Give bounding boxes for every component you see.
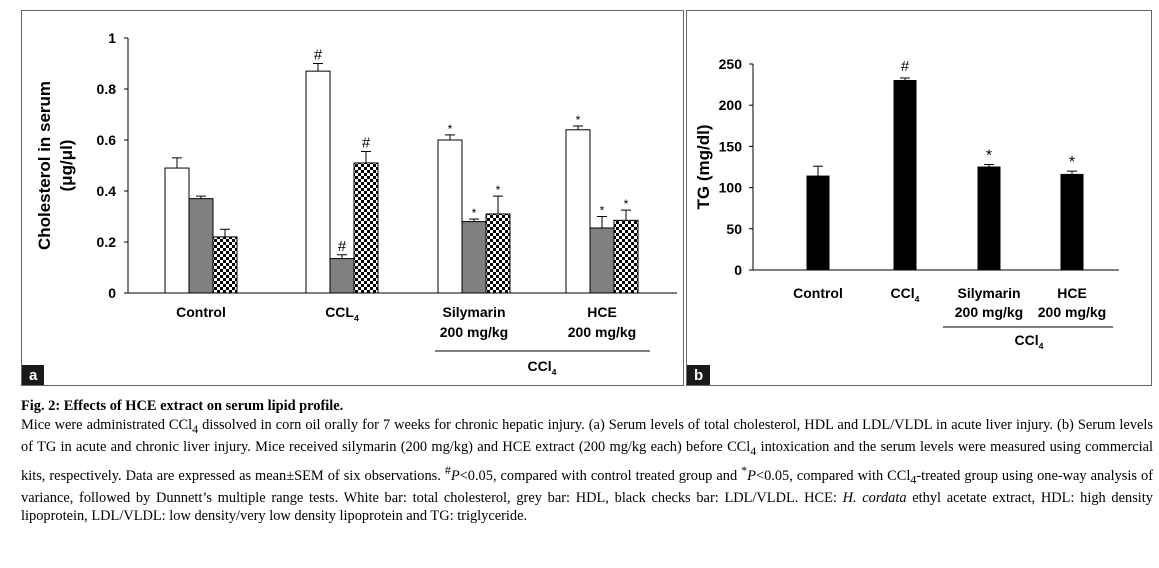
chart-a-svg: 0 0.2 0.4 0.6 0.8 1 Cholesterol in serum (μg/μl… — [35, 30, 677, 377]
y-tick-label-b: 250 — [719, 56, 743, 72]
group-label-a: CCl4 — [528, 358, 557, 377]
bar-a — [613, 219, 639, 294]
bar-a — [437, 139, 463, 294]
bar-a — [329, 258, 355, 294]
category-label-b: HCE — [1057, 285, 1087, 301]
bar-a — [212, 236, 238, 294]
category-label-a: Silymarin — [442, 304, 505, 320]
significance-mark-b: # — [901, 58, 910, 75]
significance-mark-b: * — [1069, 154, 1075, 171]
significance-mark-a: * — [600, 204, 605, 218]
bar-a — [461, 221, 487, 294]
category-label-b: CCl4 — [891, 285, 920, 304]
panel-label-a: a — [22, 365, 45, 385]
significance-mark-a: * — [576, 113, 581, 127]
bar-a — [485, 213, 511, 294]
category-label-b: Control — [793, 285, 843, 301]
y-tick-label-b: 150 — [719, 138, 743, 154]
category-label-a: CCL4 — [325, 304, 359, 323]
caption-title: Fig. 2: Effects of HCE extract on serum … — [21, 398, 344, 414]
chart-panel-b: 0 50 100 150 200 250 TG (mg/dl) Control # CCl4 * Si… — [686, 10, 1152, 386]
bar-a — [353, 162, 379, 294]
significance-mark-a: * — [624, 197, 629, 211]
y-tick-label-b: 50 — [726, 221, 742, 237]
significance-mark-a: # — [362, 134, 371, 151]
significance-mark-a: # — [338, 238, 347, 255]
bar-a — [589, 227, 615, 294]
y-tick-label-a: 0.8 — [97, 81, 117, 97]
significance-mark-a: * — [472, 206, 477, 220]
y-tick-label-b: 200 — [719, 97, 743, 113]
bar-b — [1060, 173, 1084, 271]
chart-panel-a: 0 0.2 0.4 0.6 0.8 1 Cholesterol in serum (μg/μl… — [21, 10, 684, 386]
y-tick-label-b: 100 — [719, 180, 743, 196]
y-tick-label-a: 0 — [108, 285, 116, 301]
category-label-a: HCE — [587, 304, 617, 320]
category-sublabel-b: 200 mg/kg — [1038, 304, 1106, 320]
caption-body: Mice were administrated CCl4 dissolved i… — [21, 416, 1154, 525]
y-tick-label-a: 0.6 — [97, 132, 117, 148]
bar-a — [565, 129, 591, 294]
category-label-b: Silymarin — [957, 285, 1020, 301]
group-label-b: CCl4 — [1015, 332, 1044, 351]
chart-b-svg: 0 50 100 150 200 250 TG (mg/dl) Control # CCl4 * Si… — [694, 56, 1119, 351]
significance-mark-a: * — [448, 122, 453, 136]
category-sublabel-b: 200 mg/kg — [955, 304, 1023, 320]
significance-mark-a: * — [496, 183, 501, 197]
y-axis-label-a: Cholesterol in serum (μg/μl) — [35, 81, 76, 250]
category-label-a: Control — [176, 304, 226, 320]
category-sublabel-a: 200 mg/kg — [568, 324, 636, 340]
y-tick-label-b: 0 — [734, 262, 742, 278]
significance-mark-b: * — [986, 148, 992, 165]
category-sublabel-a: 200 mg/kg — [440, 324, 508, 340]
bar-b — [893, 79, 917, 271]
bar-a — [305, 70, 331, 294]
y-axis-label-b: TG (mg/dl) — [694, 125, 713, 210]
bar-b — [977, 166, 1001, 271]
figure-caption: Fig. 2: Effects of HCE extract on serum … — [21, 397, 1153, 526]
y-tick-label-a: 0.2 — [97, 234, 117, 250]
y-tick-label-a: 0.4 — [97, 183, 117, 199]
bar-b — [806, 175, 830, 271]
bar-a — [164, 167, 190, 294]
panel-label-b: b — [687, 365, 711, 385]
y-tick-label-a: 1 — [108, 30, 116, 46]
significance-mark-a: # — [314, 47, 323, 64]
bar-a — [188, 198, 214, 294]
